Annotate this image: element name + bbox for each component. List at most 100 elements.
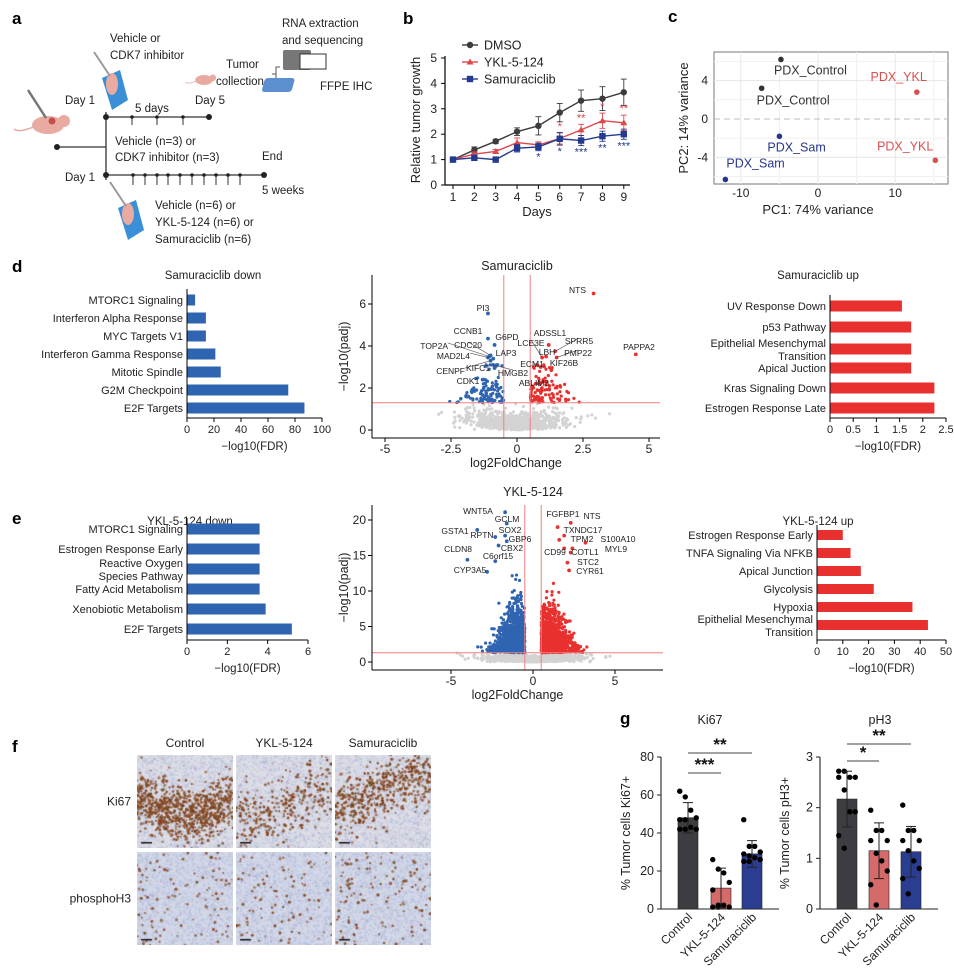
x-tick-label: 0 bbox=[184, 646, 190, 658]
data-point bbox=[715, 904, 721, 910]
gene-point bbox=[560, 417, 564, 422]
data-point bbox=[873, 850, 879, 856]
panel-label-a: a bbox=[12, 9, 22, 28]
gene-point bbox=[567, 398, 571, 402]
category-label-line: Transition bbox=[778, 351, 826, 363]
x-tick-label: 3 bbox=[492, 190, 499, 204]
category-label: Interferon Gamma Response bbox=[41, 349, 183, 361]
data-point bbox=[905, 848, 911, 854]
point-cloud bbox=[455, 510, 612, 664]
gene-point bbox=[510, 630, 514, 634]
gene-point bbox=[563, 628, 568, 633]
gene-point bbox=[515, 417, 519, 421]
data-point bbox=[884, 868, 890, 874]
gene-point bbox=[594, 416, 598, 420]
label-day5: Day 5 bbox=[195, 95, 225, 107]
ffpe-block-icon bbox=[262, 78, 295, 92]
gene-point bbox=[495, 385, 499, 389]
monitor-icon bbox=[299, 53, 327, 70]
y-tick-label: 3 bbox=[430, 102, 437, 116]
chart-title: YKL-5-124 up bbox=[783, 516, 854, 528]
category-label-line: Transition bbox=[765, 627, 813, 639]
label-sam-n6: Samuraciclib (n=6) bbox=[155, 234, 251, 246]
x-tick-label: 0.5 bbox=[846, 424, 861, 436]
bar bbox=[187, 543, 260, 555]
gene-point bbox=[567, 654, 571, 659]
gene-point bbox=[554, 424, 558, 428]
gene-point bbox=[543, 624, 548, 628]
mouse-tail bbox=[13, 126, 34, 132]
dose-dot bbox=[226, 173, 230, 177]
category-label: E2F Targets bbox=[124, 403, 184, 415]
sample-point bbox=[932, 157, 939, 164]
x-tick-label: 0 bbox=[814, 646, 820, 658]
volcano-d_volcano: Samuraciclib-5 -2.5 0 2.5 50246log2FoldChang… bbox=[337, 259, 660, 470]
gene-point bbox=[509, 644, 513, 649]
gene-point bbox=[567, 659, 572, 663]
gene-point bbox=[482, 385, 486, 390]
sample-label: PDX_YKL bbox=[871, 70, 927, 84]
gene-point bbox=[466, 656, 470, 660]
mouse-body bbox=[195, 75, 213, 85]
gene-point bbox=[493, 639, 498, 643]
gene-point bbox=[556, 416, 560, 421]
gene-point bbox=[557, 611, 561, 616]
gene-point bbox=[500, 621, 504, 625]
gene-point bbox=[559, 648, 564, 652]
gene-point bbox=[506, 425, 511, 429]
gene-point bbox=[494, 654, 498, 658]
y-axis-title: Relative tumor growth bbox=[408, 57, 423, 183]
gene-point bbox=[460, 654, 465, 658]
label-tumor: Tumor bbox=[226, 59, 259, 71]
data-point bbox=[715, 866, 721, 872]
gene-point bbox=[464, 421, 469, 425]
category-label: Estrogen Response Early bbox=[688, 530, 813, 542]
y-axis-title: PC2: 14% variance bbox=[676, 62, 691, 173]
gene-point bbox=[480, 397, 484, 402]
gene-point bbox=[437, 412, 441, 416]
y-tick-label: 5 bbox=[359, 620, 366, 634]
gene-point bbox=[508, 411, 513, 416]
gene-point bbox=[511, 624, 515, 628]
gene-point bbox=[547, 393, 551, 397]
gene-point bbox=[518, 642, 522, 647]
gene-point bbox=[567, 568, 571, 573]
data-point bbox=[852, 774, 858, 780]
gene-point bbox=[539, 426, 543, 431]
data-point bbox=[879, 827, 885, 834]
gene-point bbox=[550, 593, 554, 597]
gene-point bbox=[480, 425, 484, 430]
gene-point bbox=[546, 612, 550, 616]
x-tick-label: 2.5 bbox=[938, 424, 953, 436]
gene-point bbox=[503, 533, 508, 538]
marker-circle bbox=[577, 97, 585, 104]
gene-point bbox=[486, 311, 490, 316]
gene-point bbox=[525, 425, 529, 429]
x-tick-label: 9 bbox=[620, 190, 627, 204]
ihc-image-ki67-0 bbox=[137, 755, 233, 848]
gene-point bbox=[545, 413, 549, 418]
gene-point bbox=[510, 655, 514, 659]
data-point bbox=[873, 902, 879, 908]
significance-stars: * bbox=[558, 146, 563, 158]
gene-point bbox=[562, 645, 566, 649]
gene-point bbox=[543, 426, 547, 430]
gene-point bbox=[511, 416, 515, 420]
gene-point bbox=[568, 422, 573, 426]
gene-point bbox=[565, 620, 569, 624]
gene-point bbox=[567, 639, 571, 643]
bar bbox=[830, 300, 902, 312]
gene-point bbox=[512, 596, 516, 600]
ihc-image-phosphoh3-0 bbox=[137, 852, 233, 945]
category-label: Interferon Alpha Response bbox=[53, 313, 183, 325]
gene-point bbox=[578, 655, 583, 659]
gene-point bbox=[481, 414, 485, 419]
gene-point bbox=[480, 377, 485, 382]
label-vehicle-n6: Vehicle (n=6) or bbox=[155, 200, 236, 212]
y-axis-title: −log10(padj) bbox=[337, 322, 351, 392]
gene-label: CENPF bbox=[436, 366, 465, 376]
gene-point bbox=[553, 619, 558, 623]
y-tick-label: -4 bbox=[697, 150, 708, 164]
gene-point bbox=[572, 658, 576, 662]
